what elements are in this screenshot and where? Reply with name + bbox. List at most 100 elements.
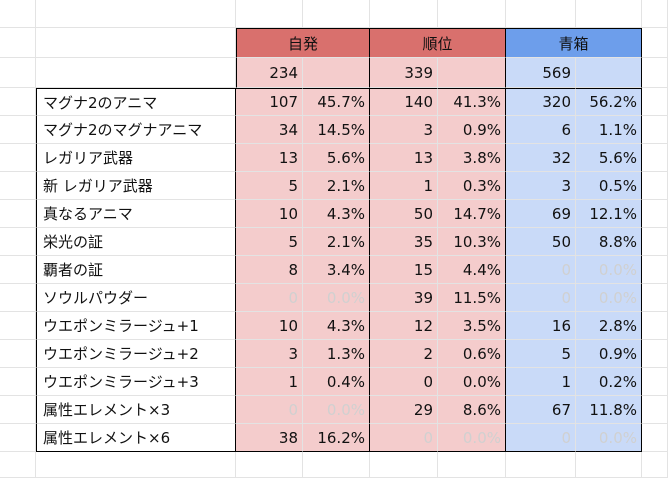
cell[interactable]	[438, 0, 506, 28]
cell[interactable]	[642, 88, 668, 116]
cell[interactable]	[642, 116, 668, 144]
group-header-jihatsu[interactable]: 自発	[236, 28, 370, 58]
juni-count[interactable]: 0	[370, 424, 438, 452]
juni-percent[interactable]: 4.4%	[438, 256, 506, 284]
total-juni[interactable]: 339	[370, 58, 438, 88]
row-label[interactable]: ウエポンミラージュ+2	[36, 340, 236, 368]
jihatsu-count[interactable]: 10	[236, 200, 303, 228]
cell[interactable]	[236, 452, 303, 478]
jihatsu-count[interactable]: 5	[236, 172, 303, 200]
cell[interactable]	[0, 228, 36, 256]
cell[interactable]	[642, 172, 668, 200]
aobako-count[interactable]: 1	[506, 368, 576, 396]
aobako-count[interactable]: 0	[506, 284, 576, 312]
juni-percent[interactable]: 0.0%	[438, 424, 506, 452]
cell[interactable]	[0, 88, 36, 116]
cell[interactable]	[642, 0, 668, 28]
cell[interactable]	[0, 58, 36, 88]
cell[interactable]	[36, 58, 236, 88]
row-label[interactable]: マグナ2のマグナアニマ	[36, 116, 236, 144]
cell[interactable]	[642, 200, 668, 228]
juni-count[interactable]: 29	[370, 396, 438, 424]
jihatsu-percent[interactable]: 4.3%	[303, 200, 370, 228]
juni-percent[interactable]: 3.8%	[438, 144, 506, 172]
jihatsu-count[interactable]: 1	[236, 368, 303, 396]
juni-percent[interactable]: 0.0%	[438, 368, 506, 396]
row-label[interactable]: 属性エレメント×6	[36, 424, 236, 452]
cell[interactable]	[36, 0, 236, 28]
aobako-percent[interactable]: 0.9%	[576, 340, 642, 368]
total-jihatsu[interactable]: 234	[236, 58, 303, 88]
row-label[interactable]: レガリア武器	[36, 144, 236, 172]
jihatsu-count[interactable]: 10	[236, 312, 303, 340]
cell[interactable]	[303, 452, 370, 478]
jihatsu-percent[interactable]: 2.1%	[303, 172, 370, 200]
cell[interactable]	[642, 58, 668, 88]
cell[interactable]	[0, 396, 36, 424]
row-label[interactable]: ウエポンミラージュ+3	[36, 368, 236, 396]
aobako-percent[interactable]: 2.8%	[576, 312, 642, 340]
juni-count[interactable]: 15	[370, 256, 438, 284]
juni-percent[interactable]: 11.5%	[438, 284, 506, 312]
row-label[interactable]: 真なるアニマ	[36, 200, 236, 228]
cell[interactable]	[0, 340, 36, 368]
jihatsu-percent[interactable]: 16.2%	[303, 424, 370, 452]
cell[interactable]	[642, 284, 668, 312]
row-label[interactable]: ソウルパウダー	[36, 284, 236, 312]
aobako-percent[interactable]: 11.8%	[576, 396, 642, 424]
cell[interactable]	[438, 58, 506, 88]
cell[interactable]	[576, 0, 642, 28]
juni-percent[interactable]: 0.6%	[438, 340, 506, 368]
aobako-count[interactable]: 50	[506, 228, 576, 256]
jihatsu-count[interactable]: 13	[236, 144, 303, 172]
cell[interactable]	[36, 452, 236, 478]
aobako-count[interactable]: 16	[506, 312, 576, 340]
cell[interactable]	[642, 312, 668, 340]
cell[interactable]	[370, 0, 438, 28]
juni-percent[interactable]: 10.3%	[438, 228, 506, 256]
aobako-percent[interactable]: 1.1%	[576, 116, 642, 144]
juni-count[interactable]: 50	[370, 200, 438, 228]
aobako-percent[interactable]: 0.0%	[576, 424, 642, 452]
aobako-count[interactable]: 6	[506, 116, 576, 144]
cell[interactable]	[0, 144, 36, 172]
aobako-count[interactable]: 0	[506, 256, 576, 284]
aobako-count[interactable]: 32	[506, 144, 576, 172]
aobako-count[interactable]: 67	[506, 396, 576, 424]
juni-count[interactable]: 13	[370, 144, 438, 172]
row-label[interactable]: マグナ2のアニマ	[36, 88, 236, 116]
aobako-count[interactable]: 3	[506, 172, 576, 200]
juni-count[interactable]: 39	[370, 284, 438, 312]
cell[interactable]	[36, 28, 236, 58]
jihatsu-percent[interactable]: 1.3%	[303, 340, 370, 368]
aobako-count[interactable]: 0	[506, 424, 576, 452]
cell[interactable]	[506, 0, 576, 28]
aobako-percent[interactable]: 0.0%	[576, 256, 642, 284]
jihatsu-percent[interactable]: 2.1%	[303, 228, 370, 256]
aobako-percent[interactable]: 56.2%	[576, 88, 642, 116]
juni-count[interactable]: 12	[370, 312, 438, 340]
cell[interactable]	[0, 312, 36, 340]
jihatsu-percent[interactable]: 0.0%	[303, 396, 370, 424]
cell[interactable]	[370, 452, 438, 478]
cell[interactable]	[642, 28, 668, 58]
jihatsu-count[interactable]: 34	[236, 116, 303, 144]
row-label[interactable]: 栄光の証	[36, 228, 236, 256]
cell[interactable]	[303, 0, 370, 28]
aobako-percent[interactable]: 12.1%	[576, 200, 642, 228]
juni-percent[interactable]: 0.3%	[438, 172, 506, 200]
aobako-percent[interactable]: 5.6%	[576, 144, 642, 172]
cell[interactable]	[0, 0, 36, 28]
jihatsu-percent[interactable]: 0.0%	[303, 284, 370, 312]
cell[interactable]	[642, 144, 668, 172]
juni-count[interactable]: 2	[370, 340, 438, 368]
jihatsu-percent[interactable]: 4.3%	[303, 312, 370, 340]
juni-percent[interactable]: 14.7%	[438, 200, 506, 228]
jihatsu-percent[interactable]: 0.4%	[303, 368, 370, 396]
jihatsu-percent[interactable]: 45.7%	[303, 88, 370, 116]
jihatsu-count[interactable]: 3	[236, 340, 303, 368]
cell[interactable]	[0, 116, 36, 144]
aobako-percent[interactable]: 8.8%	[576, 228, 642, 256]
cell[interactable]	[0, 284, 36, 312]
jihatsu-count[interactable]: 107	[236, 88, 303, 116]
